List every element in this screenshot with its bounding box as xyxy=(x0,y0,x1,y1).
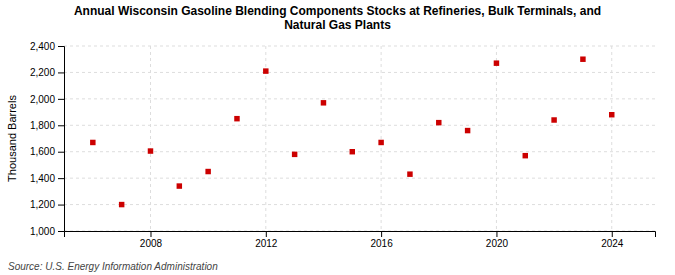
title: Annual Wisconsin Gasoline Blending Compo… xyxy=(74,4,601,32)
grid-line xyxy=(64,98,655,99)
y-label: Thousand Barrels xyxy=(6,95,18,182)
point xyxy=(321,100,326,105)
grid-line xyxy=(64,125,655,126)
point xyxy=(523,153,528,158)
point xyxy=(580,56,585,61)
tick: 1,000 xyxy=(30,226,64,237)
tick: 2,400 xyxy=(30,41,64,52)
tick: 1,400 xyxy=(30,173,64,184)
tick-label: 1,200 xyxy=(30,199,55,210)
tick: 2008 xyxy=(140,231,163,249)
grid-line xyxy=(150,46,151,231)
tick-mark xyxy=(58,46,64,47)
tick: 1,600 xyxy=(30,146,64,157)
grid-line xyxy=(64,72,655,73)
tick-label: 2,400 xyxy=(30,41,55,52)
grid xyxy=(64,46,655,231)
x-axis: 2008 2012 2016 2020 2024 xyxy=(65,231,656,249)
point xyxy=(205,169,210,174)
tick: 2,000 xyxy=(30,94,64,105)
tick-mark xyxy=(58,99,64,100)
point xyxy=(148,148,153,153)
tick: 2,200 xyxy=(30,67,64,78)
tick: 2020 xyxy=(486,231,509,249)
point xyxy=(465,128,470,133)
tick: 1,200 xyxy=(30,199,64,210)
tick-mark xyxy=(266,231,267,237)
tick-label: 1,800 xyxy=(30,120,55,131)
point xyxy=(292,152,297,157)
points xyxy=(90,56,614,207)
tick-label: 2024 xyxy=(601,238,624,249)
tick-label: 2,200 xyxy=(30,67,55,78)
point xyxy=(436,120,441,125)
tick-label: 1,400 xyxy=(30,173,55,184)
tick-mark xyxy=(58,72,64,73)
point xyxy=(350,149,355,154)
tick-mark xyxy=(496,231,497,237)
tick: 1,800 xyxy=(30,120,64,131)
chart: Annual Wisconsin Gasoline Blending Compo… xyxy=(0,0,675,275)
grid-line xyxy=(64,46,655,47)
grid-line xyxy=(64,204,655,205)
grid-line xyxy=(496,46,497,231)
grid-line xyxy=(64,178,655,179)
tick-mark xyxy=(150,231,151,237)
tick-label: 2012 xyxy=(255,238,278,249)
point xyxy=(609,112,614,117)
point xyxy=(551,117,556,122)
tick: 2012 xyxy=(255,231,278,249)
point xyxy=(177,183,182,188)
point xyxy=(119,202,124,207)
tick-mark xyxy=(381,231,382,237)
axis-line xyxy=(58,47,65,232)
point xyxy=(494,60,499,65)
y-axis: 1,000 1,200 1,400 1,600 1,800 2,000 2,200 2,400 xyxy=(30,41,65,237)
annotation: Source: U.S. Energy Information Administ… xyxy=(8,261,218,272)
tick-label: 2016 xyxy=(370,238,393,249)
tick-mark xyxy=(58,152,64,153)
tick-mark xyxy=(58,125,64,126)
axis-line xyxy=(65,232,656,238)
point xyxy=(407,171,412,176)
grid-line xyxy=(611,46,612,231)
tick-label: 2,000 xyxy=(30,94,55,105)
tick-label: 1,600 xyxy=(30,146,55,157)
tick: 2016 xyxy=(370,231,393,249)
point xyxy=(378,140,383,145)
tick: 2024 xyxy=(601,231,624,249)
point xyxy=(263,68,268,73)
tick-label: 2008 xyxy=(140,238,163,249)
tick-mark xyxy=(58,178,64,179)
tick-mark xyxy=(58,205,64,206)
tick-mark xyxy=(58,231,64,232)
point xyxy=(234,116,239,121)
point xyxy=(90,140,95,145)
grid-line xyxy=(381,46,382,231)
tick-label: 2020 xyxy=(486,238,509,249)
tick-label: 1,000 xyxy=(30,226,55,237)
tick-mark xyxy=(612,231,613,237)
